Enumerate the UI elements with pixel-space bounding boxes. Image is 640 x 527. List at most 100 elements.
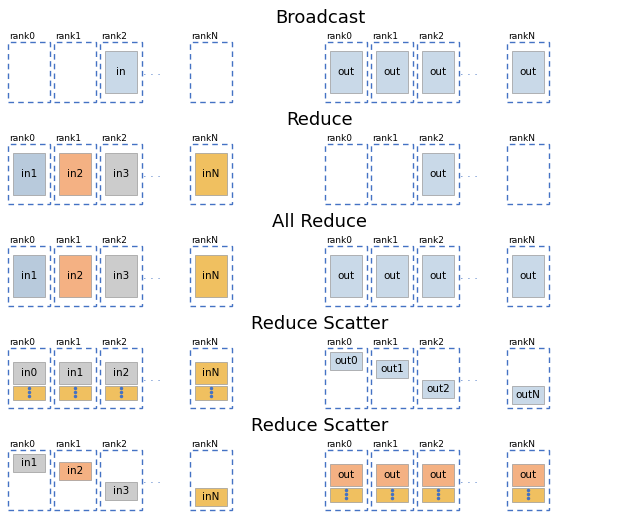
Bar [105, 255, 137, 297]
Text: rank0: rank0 [326, 338, 352, 347]
Bar [190, 144, 232, 204]
Bar [422, 153, 454, 195]
Bar [376, 51, 408, 93]
Text: rank2: rank2 [101, 134, 127, 143]
Bar [330, 488, 362, 502]
Bar [512, 464, 544, 486]
Bar [195, 153, 227, 195]
Bar [105, 386, 137, 400]
Text: . . .: . . . [143, 271, 161, 281]
Text: in2: in2 [113, 368, 129, 378]
Text: Broadcast: Broadcast [275, 9, 365, 27]
Bar [417, 144, 459, 204]
Text: out: out [520, 271, 536, 281]
Bar [325, 144, 367, 204]
Text: inN: inN [202, 368, 220, 378]
Bar [512, 255, 544, 297]
Bar [325, 246, 367, 306]
Text: . . .: . . . [460, 271, 478, 281]
Text: rankN: rankN [191, 134, 218, 143]
Bar [54, 246, 96, 306]
Bar [325, 450, 367, 510]
Text: in1: in1 [21, 458, 37, 468]
Bar [376, 488, 408, 502]
Bar [422, 380, 454, 398]
Bar [105, 362, 137, 384]
Text: rank2: rank2 [418, 134, 444, 143]
Text: out: out [429, 67, 447, 77]
Text: out: out [520, 67, 536, 77]
Bar [195, 386, 227, 400]
Bar [13, 386, 45, 400]
Bar [105, 153, 137, 195]
Bar [371, 42, 413, 102]
Text: in3: in3 [113, 169, 129, 179]
Text: rankN: rankN [508, 236, 535, 245]
Text: out: out [520, 470, 536, 480]
Bar [13, 255, 45, 297]
Bar [8, 348, 50, 408]
Bar [100, 144, 142, 204]
Text: rank0: rank0 [9, 32, 35, 41]
Bar [59, 362, 91, 384]
Text: rank2: rank2 [101, 338, 127, 347]
Text: out: out [429, 470, 447, 480]
Text: rankN: rankN [508, 134, 535, 143]
Text: in2: in2 [67, 271, 83, 281]
Text: rankN: rankN [508, 338, 535, 347]
Bar [512, 51, 544, 93]
Bar [371, 246, 413, 306]
Bar [105, 482, 137, 500]
Bar [422, 488, 454, 502]
Bar [417, 42, 459, 102]
Text: rank0: rank0 [9, 440, 35, 449]
Bar [422, 51, 454, 93]
Bar [325, 42, 367, 102]
Text: Reduce: Reduce [287, 111, 353, 129]
Bar [59, 462, 91, 480]
Text: . . .: . . . [143, 169, 161, 179]
Text: inN: inN [202, 492, 220, 502]
Text: rank2: rank2 [418, 440, 444, 449]
Text: . . .: . . . [460, 169, 478, 179]
Bar [13, 454, 45, 472]
Bar [417, 246, 459, 306]
Bar [59, 386, 91, 400]
Bar [54, 42, 96, 102]
Bar [325, 348, 367, 408]
Text: out0: out0 [334, 356, 358, 366]
Text: out: out [429, 271, 447, 281]
Bar [507, 246, 549, 306]
Text: out: out [383, 271, 401, 281]
Text: rank1: rank1 [372, 134, 398, 143]
Text: in3: in3 [113, 486, 129, 496]
Text: rankN: rankN [508, 440, 535, 449]
Text: rank0: rank0 [9, 338, 35, 347]
Text: . . .: . . . [143, 475, 161, 485]
Bar [376, 464, 408, 486]
Text: in1: in1 [67, 368, 83, 378]
Text: rank2: rank2 [101, 440, 127, 449]
Bar [507, 144, 549, 204]
Text: in1: in1 [21, 169, 37, 179]
Bar [54, 144, 96, 204]
Text: rank0: rank0 [326, 440, 352, 449]
Text: rank1: rank1 [372, 32, 398, 41]
Text: rankN: rankN [508, 32, 535, 41]
Text: rank2: rank2 [418, 338, 444, 347]
Text: out1: out1 [380, 364, 404, 374]
Bar [190, 246, 232, 306]
Text: out: out [337, 67, 355, 77]
Bar [512, 386, 544, 404]
Text: out: out [429, 169, 447, 179]
Text: rank2: rank2 [101, 236, 127, 245]
Text: rank0: rank0 [326, 134, 352, 143]
Bar [376, 255, 408, 297]
Text: rank2: rank2 [101, 32, 127, 41]
Text: rank1: rank1 [55, 440, 81, 449]
Text: rank1: rank1 [372, 440, 398, 449]
Bar [371, 348, 413, 408]
Text: rankN: rankN [191, 236, 218, 245]
Text: rankN: rankN [191, 32, 218, 41]
Text: rank1: rank1 [55, 134, 81, 143]
